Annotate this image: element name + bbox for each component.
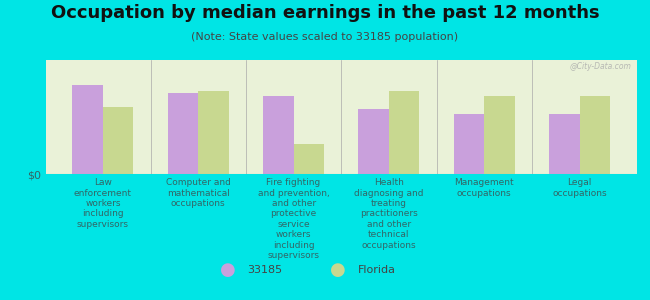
- Text: (Note: State values scaled to 33185 population): (Note: State values scaled to 33185 popu…: [192, 32, 458, 41]
- Bar: [72, 85, 103, 174]
- Bar: [389, 92, 419, 174]
- Bar: [168, 93, 198, 174]
- Bar: [263, 96, 294, 174]
- Bar: [358, 109, 389, 174]
- Bar: [549, 114, 580, 174]
- Bar: [103, 107, 133, 174]
- Text: 33185: 33185: [247, 265, 282, 275]
- Bar: [580, 96, 610, 174]
- Text: ●: ●: [220, 261, 235, 279]
- Text: Florida: Florida: [358, 265, 395, 275]
- Text: Occupation by median earnings in the past 12 months: Occupation by median earnings in the pas…: [51, 4, 599, 22]
- Bar: [454, 114, 484, 174]
- Text: @City-Data.com: @City-Data.com: [569, 62, 631, 71]
- Bar: [294, 144, 324, 174]
- Bar: [198, 92, 229, 174]
- Text: ●: ●: [330, 261, 346, 279]
- Bar: [484, 96, 515, 174]
